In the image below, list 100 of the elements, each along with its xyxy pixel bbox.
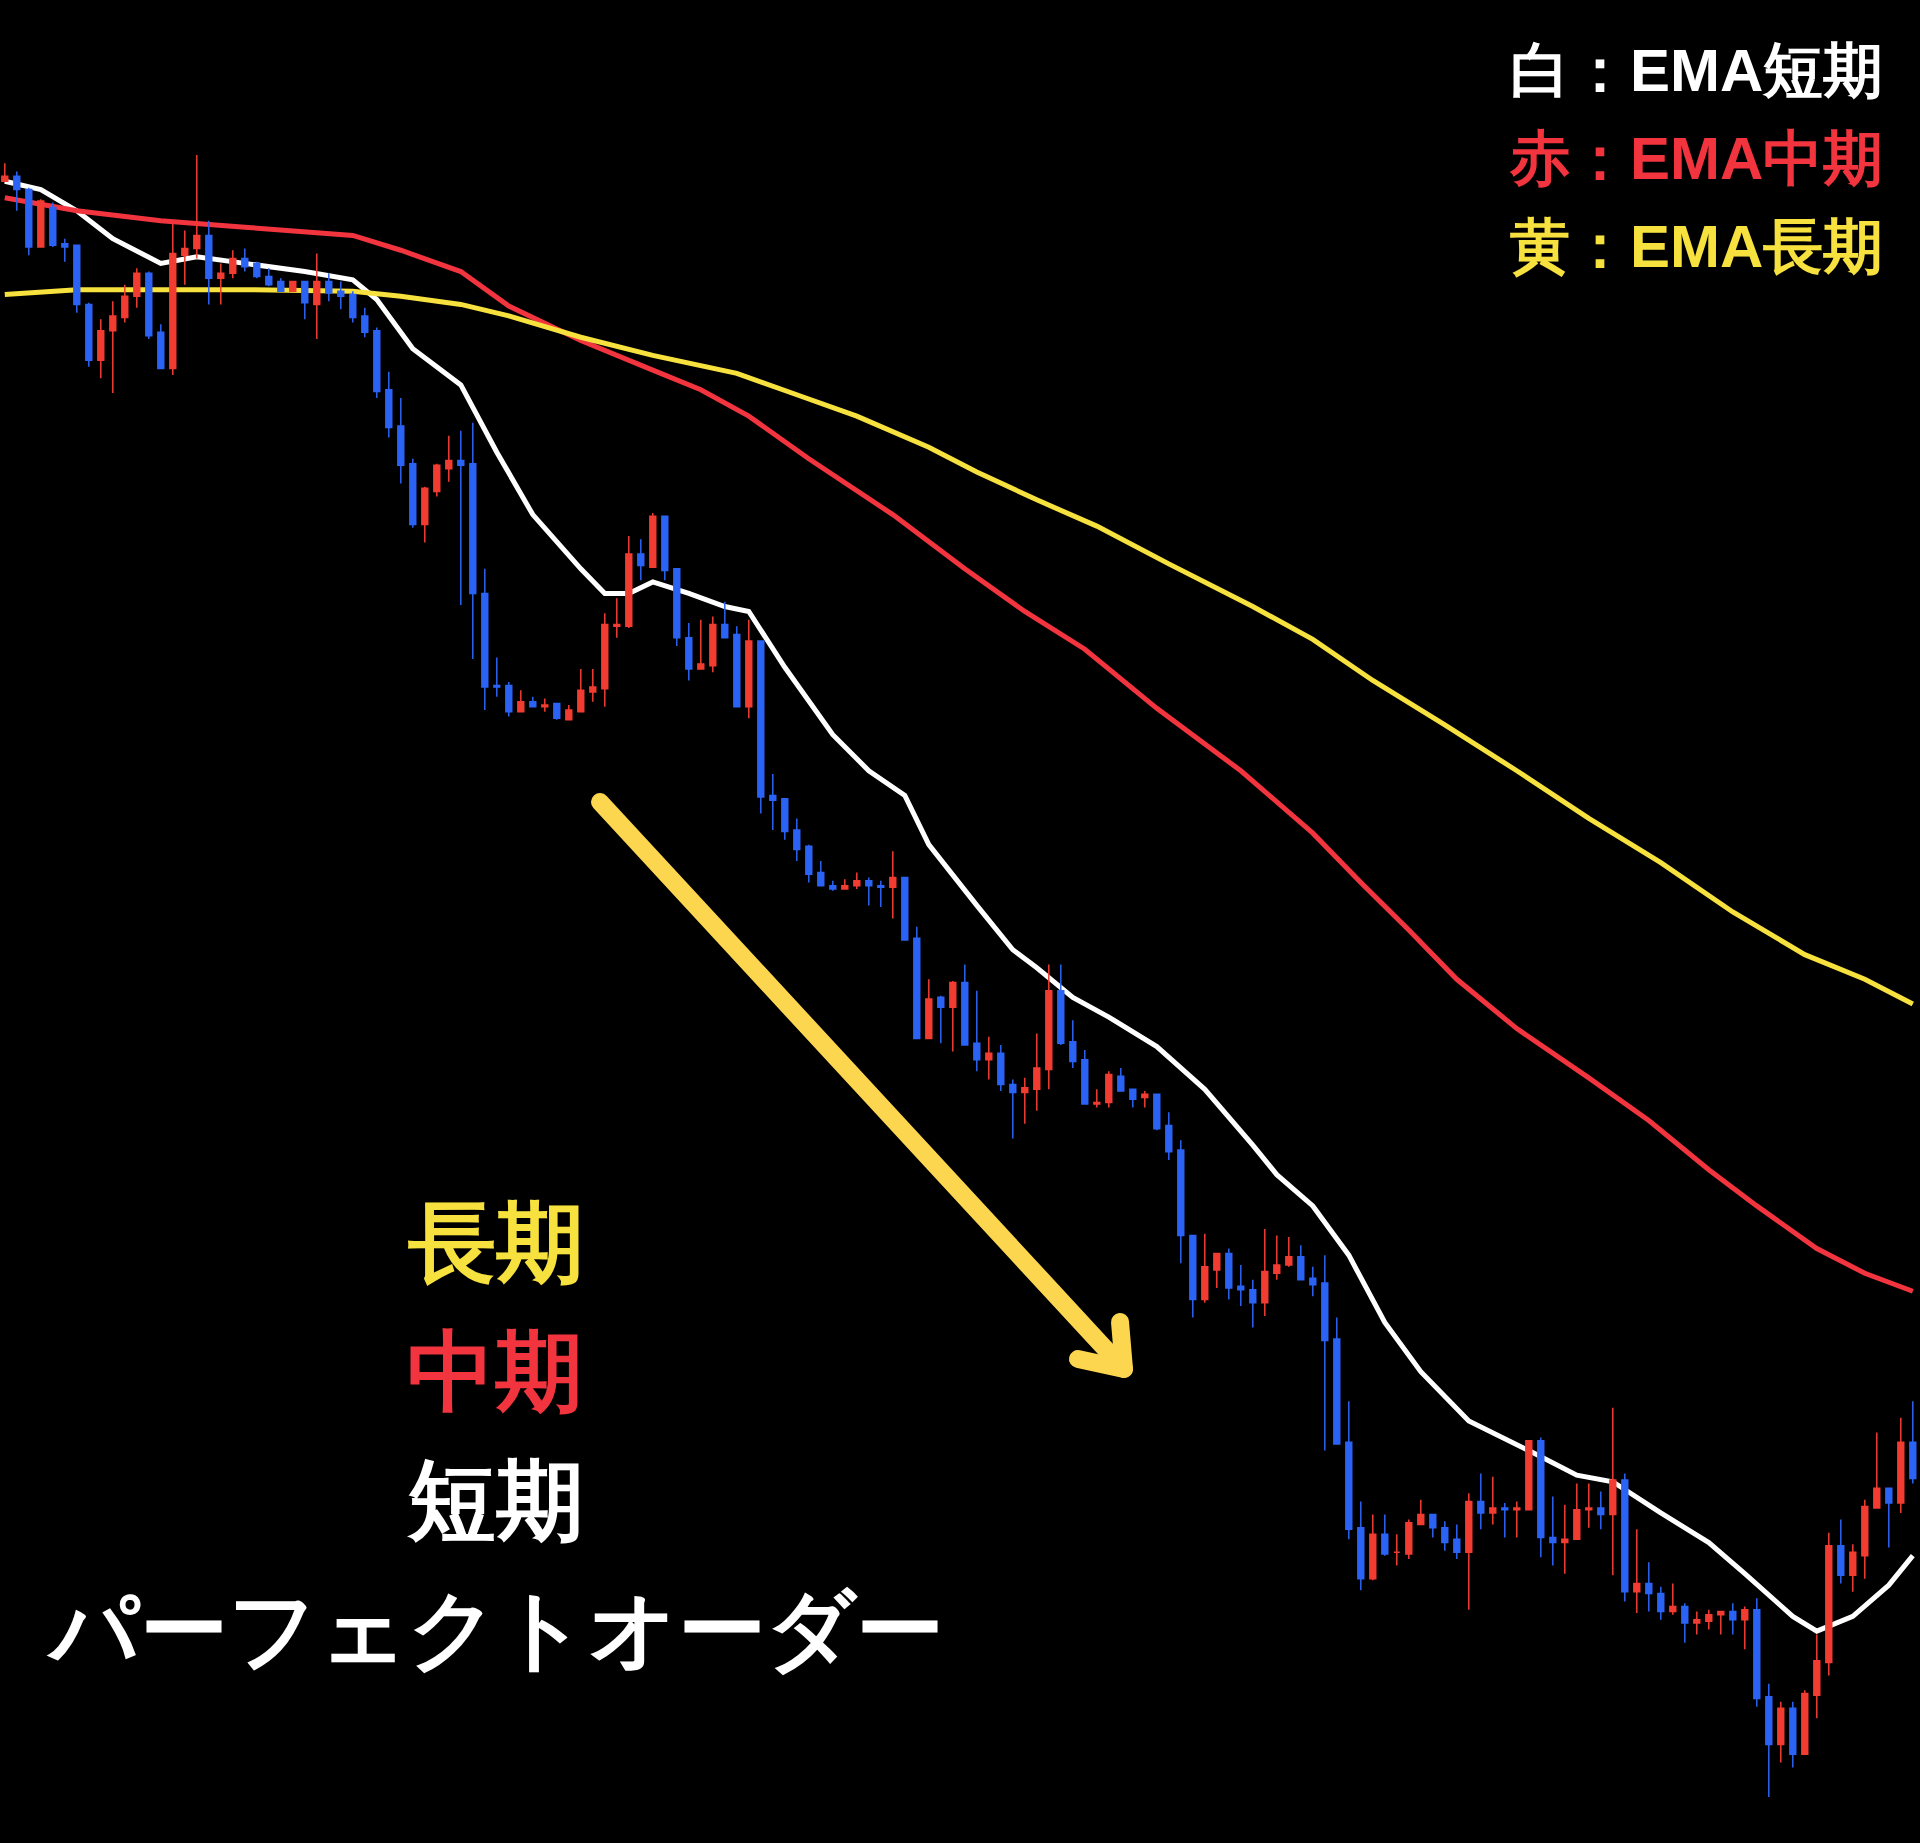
candlestick xyxy=(97,318,105,380)
candlestick xyxy=(49,201,57,248)
candlestick xyxy=(961,963,969,1046)
candlestick xyxy=(289,280,297,293)
candlestick xyxy=(1297,1244,1305,1281)
candlestick xyxy=(1609,1407,1617,1577)
annotation: 長期 xyxy=(407,1193,584,1292)
candlestick xyxy=(889,850,897,920)
candlestick xyxy=(337,280,345,311)
candlestick xyxy=(181,229,189,286)
candlestick xyxy=(1501,1502,1509,1539)
candlestick xyxy=(769,773,777,831)
candlestick xyxy=(1309,1265,1317,1297)
candlestick xyxy=(985,1036,993,1081)
candlestick xyxy=(1477,1472,1485,1531)
candlestick xyxy=(649,512,657,568)
candlestick xyxy=(1057,963,1065,1046)
candlestick xyxy=(385,371,393,439)
candlestick xyxy=(1801,1689,1809,1756)
candlestick xyxy=(1129,1088,1137,1109)
candlestick xyxy=(1069,1019,1077,1069)
candlestick xyxy=(325,272,333,302)
candlestick xyxy=(745,618,753,719)
candlestick xyxy=(1561,1503,1569,1575)
candlestick xyxy=(913,926,921,1040)
candlestick xyxy=(1705,1609,1713,1631)
candlestick xyxy=(709,615,717,673)
candlestick xyxy=(529,696,537,708)
candlestick xyxy=(61,238,69,263)
candlestick xyxy=(109,300,117,394)
text: 白：EMA短期 xyxy=(1510,37,1884,104)
candlestick xyxy=(1525,1439,1533,1511)
candlestick xyxy=(1393,1533,1401,1567)
candlestick xyxy=(13,170,21,212)
text: 黄：EMA長期 xyxy=(1510,213,1884,280)
candlestick xyxy=(1405,1518,1413,1560)
candlestick xyxy=(1729,1602,1737,1636)
candlestick xyxy=(829,880,837,892)
candlestick xyxy=(469,421,477,660)
candlestick xyxy=(1165,1111,1173,1161)
candlestick xyxy=(1201,1233,1209,1304)
candlestick xyxy=(1789,1701,1797,1769)
candlestick xyxy=(1813,1633,1821,1719)
candlestick xyxy=(997,1044,1005,1092)
candlestick xyxy=(1141,1090,1149,1109)
candlestick xyxy=(1021,1077,1029,1125)
candlestick xyxy=(1837,1518,1845,1585)
candlestick xyxy=(721,600,729,639)
candlestick xyxy=(1369,1513,1377,1582)
candlestick xyxy=(793,817,801,862)
candlestick xyxy=(409,458,417,529)
candlestick xyxy=(817,860,825,887)
candlestick xyxy=(697,618,705,670)
candlestick xyxy=(1381,1513,1389,1557)
candlestick xyxy=(1897,1416,1905,1514)
candlestick xyxy=(1741,1605,1749,1650)
candlestick xyxy=(229,249,237,279)
candlestick xyxy=(781,797,789,841)
candlestick xyxy=(505,681,513,718)
candlestick xyxy=(433,462,441,498)
candlestick xyxy=(493,656,501,698)
annotation: 短期 xyxy=(407,1451,584,1550)
candlestick xyxy=(1633,1528,1641,1614)
candlestick xyxy=(1249,1279,1257,1329)
candlestick xyxy=(685,622,693,682)
candlestick xyxy=(265,267,273,288)
candlestick xyxy=(1753,1597,1761,1708)
candlestick xyxy=(277,277,285,293)
candlestick xyxy=(949,980,957,1053)
candlestick xyxy=(361,306,369,339)
candlestick xyxy=(1597,1490,1605,1531)
candlestick xyxy=(1693,1610,1701,1636)
candlestick xyxy=(157,323,165,370)
candlestick xyxy=(517,689,525,713)
candlestick xyxy=(541,697,549,713)
candlestick xyxy=(1825,1531,1833,1677)
candlestick xyxy=(457,430,465,606)
candlestick xyxy=(1909,1400,1917,1485)
candlestick xyxy=(73,244,81,314)
candlestick xyxy=(145,270,153,340)
candlestick xyxy=(1573,1482,1581,1540)
candlestick xyxy=(625,535,633,629)
candlestick xyxy=(1765,1682,1773,1798)
candlestick xyxy=(169,223,177,376)
candlestick xyxy=(805,843,813,884)
candlestick xyxy=(853,871,861,890)
candlestick xyxy=(1537,1436,1545,1559)
candlestick xyxy=(1621,1472,1629,1603)
candlestick xyxy=(1441,1520,1449,1552)
candlestick xyxy=(877,880,885,908)
candlestick xyxy=(1513,1500,1521,1539)
candlestick xyxy=(1657,1586,1665,1621)
candlestick xyxy=(1177,1139,1185,1265)
candlestick xyxy=(1261,1228,1269,1317)
candlestick xyxy=(397,397,405,485)
candlestick xyxy=(1861,1499,1869,1580)
candlestick xyxy=(1273,1234,1281,1281)
candlestick xyxy=(1225,1247,1233,1301)
candlestick xyxy=(1465,1492,1473,1611)
candlestick xyxy=(1153,1093,1161,1132)
